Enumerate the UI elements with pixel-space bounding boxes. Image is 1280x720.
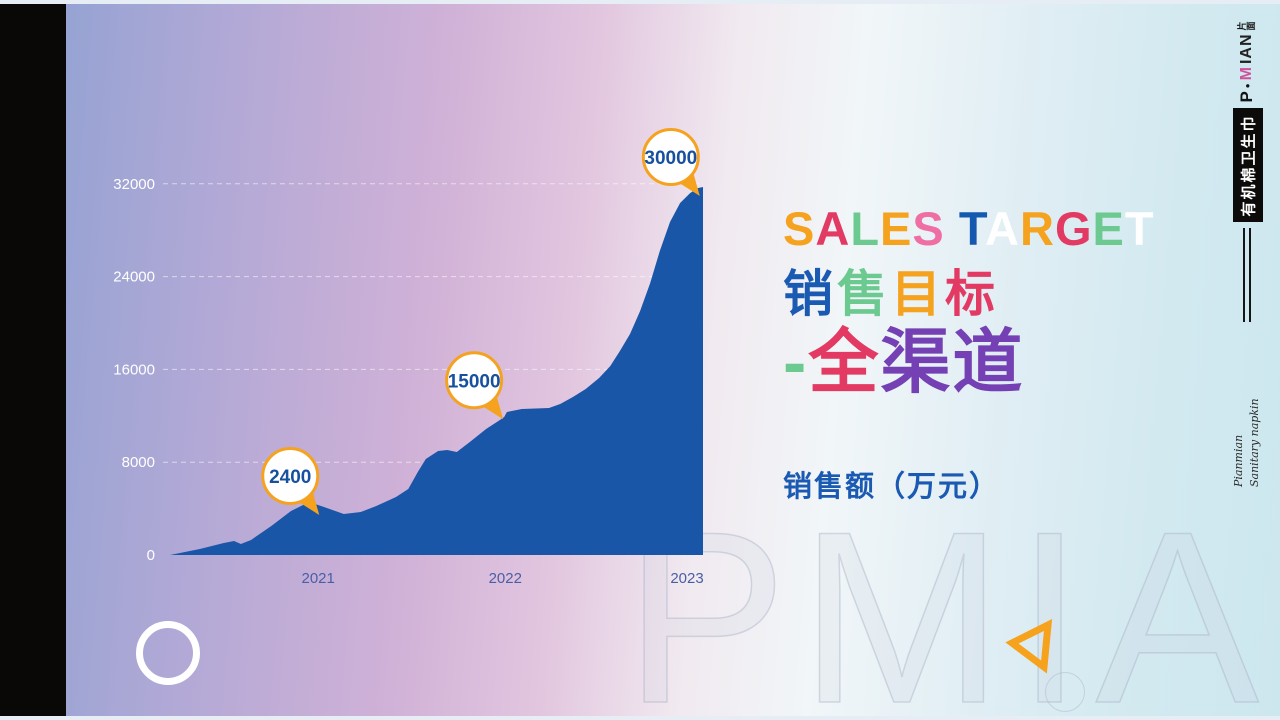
channel-char: 渠 <box>880 322 953 401</box>
title-letter: S <box>912 202 945 255</box>
title-cn-char: 售 <box>837 265 891 322</box>
product-name-box: 有机棉卫生巾 <box>1233 108 1263 222</box>
title-letter: S <box>783 202 816 255</box>
title-letter: E <box>880 202 913 255</box>
product-name-text: 有机棉卫生巾 <box>1240 113 1258 217</box>
watermark-ring <box>1045 672 1085 712</box>
title-letter: R <box>1020 202 1055 255</box>
handwritten-line: Pianmian <box>1231 434 1245 487</box>
chart-measure-label: 销售额（万元） <box>783 471 1001 503</box>
sales-area-series <box>170 187 703 555</box>
channel-char: - <box>783 322 809 401</box>
logo-dot: ● <box>1242 83 1252 89</box>
x-axis-tick-label: 2022 <box>489 570 522 587</box>
brand-logo: P ● M IAN 片 面 <box>1232 12 1262 112</box>
watermark-text: PMIAN <box>623 480 1280 716</box>
title-channel: -全渠道 <box>783 327 1155 397</box>
logo-letter-m: M <box>1238 67 1255 81</box>
title-letter <box>945 202 959 255</box>
y-axis-tick-label: 16000 <box>113 361 155 378</box>
bubble-circle <box>261 446 320 505</box>
x-axis-tick-label: 2021 <box>301 570 334 587</box>
triangle-decoration <box>1005 619 1053 674</box>
bubble-circle <box>445 351 504 410</box>
y-axis-tick-label: 0 <box>147 547 155 564</box>
vertical-divider-line <box>1249 228 1251 322</box>
title-cn-char: 标 <box>945 265 999 322</box>
handwritten-note: Pianmian Sanitary napkin <box>1230 337 1264 487</box>
y-axis-tick-label: 32000 <box>113 176 155 193</box>
title-letter: T <box>958 202 986 255</box>
title-letter: L <box>850 202 881 255</box>
y-axis-tick-label: 8000 <box>122 454 155 471</box>
x-axis-tick-label: 2023 <box>670 570 703 587</box>
logo-cjk-char: 面 <box>1246 21 1256 31</box>
bubble-value-label: 15000 <box>448 371 501 392</box>
title-block: SALES TARGET 销售目标 -全渠道 <box>783 203 1155 397</box>
left-black-bar <box>0 4 66 716</box>
title-letter: A <box>815 202 851 255</box>
title-cn-char: 目 <box>891 265 945 322</box>
title-letter: E <box>1092 202 1125 255</box>
y-axis-tick-label: 24000 <box>113 269 155 286</box>
logo-cjk-block: 片 面 <box>1237 21 1257 31</box>
title-english: SALES TARGET <box>783 203 1155 255</box>
title-cn-char: 销 <box>783 265 837 322</box>
circle-decoration <box>136 621 200 685</box>
title-chinese: 销售目标 <box>783 269 1155 319</box>
bubble-circle <box>641 127 700 186</box>
channel-char: 全 <box>808 322 881 401</box>
bubble-value-label: 2400 <box>269 467 311 488</box>
handwritten-line: Sanitary napkin <box>1248 398 1261 487</box>
title-letter: A <box>985 202 1020 255</box>
title-letter: T <box>1124 202 1155 255</box>
title-letter: G <box>1054 202 1093 255</box>
vertical-divider-line <box>1243 228 1245 322</box>
channel-char: 道 <box>952 322 1025 401</box>
bubble-value-label: 30000 <box>644 148 697 169</box>
logo-letter-p: P <box>1237 91 1256 103</box>
logo-letters-ian: IAN <box>1238 33 1255 65</box>
